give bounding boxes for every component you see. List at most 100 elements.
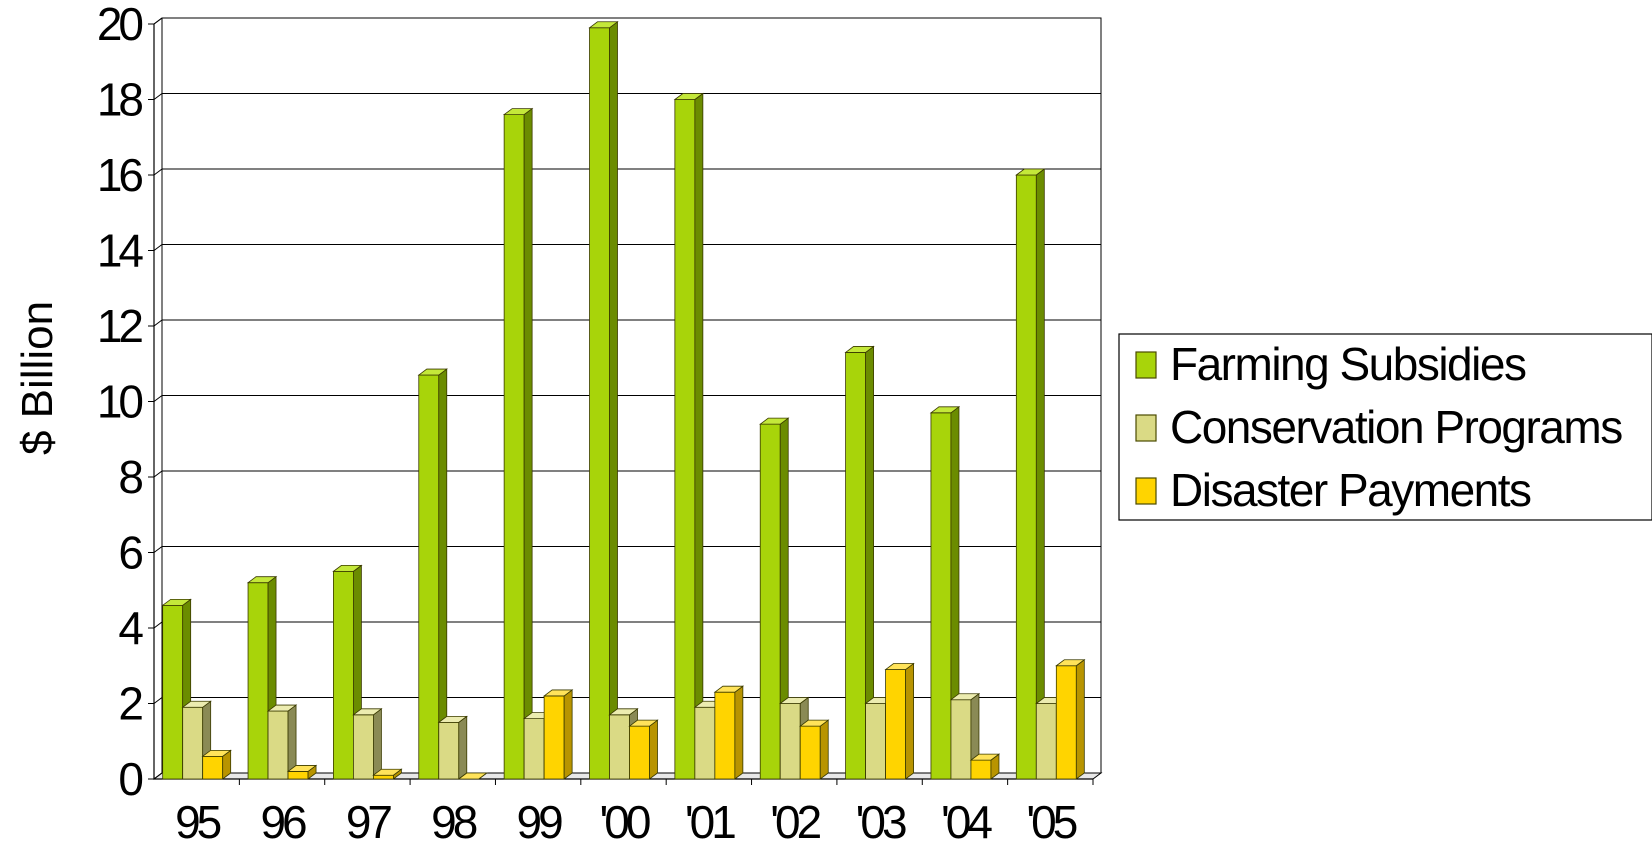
bar bbox=[628, 719, 659, 780]
bar-front bbox=[523, 718, 545, 780]
bar bbox=[969, 753, 1001, 780]
bar-top bbox=[417, 368, 448, 376]
bar bbox=[437, 715, 468, 780]
bar bbox=[266, 704, 298, 780]
bar-side bbox=[649, 719, 658, 780]
bar-top bbox=[779, 697, 810, 704]
y-tick-label: 14 bbox=[97, 225, 144, 277]
gridline-depth bbox=[153, 395, 163, 402]
gridline-depth bbox=[153, 621, 163, 629]
bar-front bbox=[287, 771, 309, 780]
bar-front bbox=[182, 706, 204, 780]
bar-top bbox=[884, 663, 915, 670]
bar-front bbox=[438, 721, 460, 780]
y-tick-label: 16 bbox=[97, 149, 143, 201]
bar-front bbox=[779, 703, 801, 780]
bar bbox=[759, 417, 790, 780]
bar-front bbox=[353, 714, 374, 780]
y-tick-label: 20 bbox=[97, 0, 143, 50]
y-tick-label: 2 bbox=[118, 678, 142, 730]
legend-swatch bbox=[1135, 414, 1157, 442]
bar-front bbox=[609, 714, 630, 780]
y-tick-label: 8 bbox=[118, 451, 142, 503]
y-tick-label: 6 bbox=[118, 527, 142, 579]
bar bbox=[588, 20, 619, 780]
bar-top bbox=[161, 598, 192, 606]
legend-swatch bbox=[1135, 351, 1157, 379]
bar bbox=[673, 92, 705, 780]
bar-top bbox=[246, 576, 278, 584]
bar-front bbox=[589, 27, 610, 780]
bar-front bbox=[202, 755, 224, 780]
bar-top bbox=[588, 21, 619, 29]
bar-top bbox=[713, 685, 745, 693]
y-axis-label: $ Billion bbox=[13, 301, 62, 455]
bar-front bbox=[543, 695, 565, 780]
bar-top bbox=[502, 108, 534, 115]
gridline-depth bbox=[153, 697, 163, 704]
bar-side bbox=[373, 708, 382, 780]
bar-top bbox=[929, 406, 961, 414]
bar-top bbox=[949, 693, 981, 701]
bar bbox=[844, 345, 875, 780]
bar-side bbox=[819, 719, 829, 780]
bar-front bbox=[267, 710, 289, 780]
bar-side bbox=[694, 92, 704, 780]
bar-top bbox=[799, 719, 830, 727]
bar-top bbox=[332, 564, 363, 572]
x-tick-label: 97 bbox=[346, 796, 392, 848]
y-tick-label: 12 bbox=[97, 300, 143, 352]
bar-top bbox=[628, 719, 659, 727]
gridline-depth bbox=[153, 546, 163, 553]
bar-front bbox=[885, 669, 906, 780]
bar-front bbox=[930, 412, 952, 780]
bar bbox=[502, 107, 534, 780]
bar-top bbox=[844, 346, 875, 353]
y-tick-label: 18 bbox=[97, 74, 143, 126]
bar-front bbox=[970, 759, 992, 780]
bar-front bbox=[333, 570, 354, 780]
bar-top bbox=[673, 93, 705, 100]
legend: Farming Subsidies Conservation Programs Di… bbox=[1118, 333, 1652, 521]
x-tick-labels: 95 96 97 98 99 '00 '01 '02 '03 '04 '05 bbox=[175, 796, 1081, 848]
bar bbox=[1015, 168, 1046, 780]
bar-top bbox=[372, 768, 403, 776]
y-tick-label: 4 bbox=[118, 602, 143, 654]
y-tick-labels: 0 2 4 6 8 10 12 14 16 18 20 bbox=[97, 0, 148, 805]
bar-front bbox=[1035, 703, 1057, 780]
bar bbox=[713, 685, 745, 780]
bar bbox=[884, 662, 915, 780]
bar-top bbox=[969, 753, 1001, 761]
legend-label: Disaster Payments bbox=[1170, 464, 1531, 516]
bar-front bbox=[418, 374, 440, 780]
legend-box bbox=[1118, 333, 1652, 521]
x-tick-label: 96 bbox=[260, 796, 306, 848]
bar-side bbox=[563, 689, 573, 780]
bar bbox=[929, 406, 961, 780]
gridline-depth bbox=[153, 244, 163, 251]
bar bbox=[542, 689, 574, 780]
x-tick-label: '00 bbox=[600, 796, 650, 848]
legend-swatch bbox=[1135, 477, 1157, 505]
bar-side bbox=[1035, 168, 1045, 780]
bar-side bbox=[905, 662, 914, 780]
bar bbox=[1055, 658, 1086, 780]
bar-top bbox=[266, 704, 298, 712]
bar-top bbox=[286, 765, 318, 772]
bar-front bbox=[503, 114, 525, 780]
x-tick-label: '01 bbox=[685, 796, 735, 848]
bar bbox=[417, 368, 448, 780]
bar-side bbox=[1075, 658, 1085, 780]
bar-top bbox=[608, 708, 639, 716]
gridline-depth bbox=[153, 470, 163, 478]
gridline-depth bbox=[153, 17, 163, 25]
bar bbox=[372, 768, 403, 780]
x-tick-label: 99 bbox=[517, 796, 563, 848]
bar-front bbox=[865, 703, 886, 780]
bar-top bbox=[1015, 168, 1046, 176]
bar-front bbox=[674, 99, 696, 780]
gridline-depth bbox=[153, 168, 163, 176]
bar-front bbox=[950, 699, 972, 780]
bar-front bbox=[162, 604, 184, 780]
bar-front bbox=[629, 725, 650, 780]
